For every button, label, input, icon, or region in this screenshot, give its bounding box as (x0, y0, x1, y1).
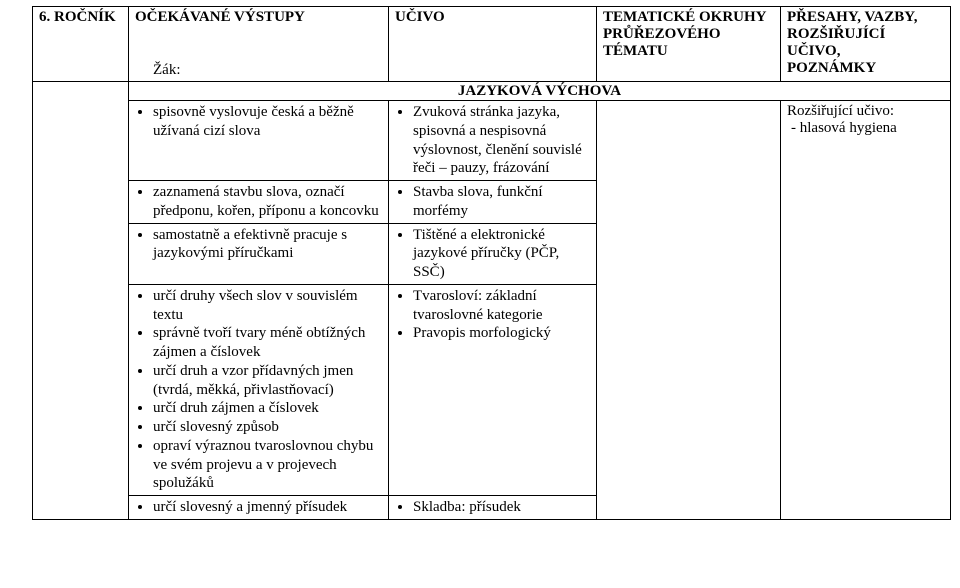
list-item: Zvuková stránka jazyka, spisovná a nespi… (413, 103, 590, 178)
subject-list: Zvuková stránka jazyka, spisovná a nespi… (413, 103, 590, 178)
list-item-text: Stavba slova, funkční morfémy (413, 184, 543, 219)
subject-list: Stavba slova, funkční morfémy (413, 183, 590, 221)
section-title-cell: JAZYKOVÁ VÝCHOVA (129, 82, 951, 101)
table-header-row: 6. ROČNÍK OČEKÁVANÉ VÝSTUPY Žák: UČIVO T… (33, 7, 951, 82)
outcomes-list: samostatně a efektivně pracuje s jazykov… (153, 226, 382, 264)
header-subject-text: UČIVO (395, 9, 445, 25)
subject-list: Tištěné a elektronické jazykové příručky… (413, 226, 590, 282)
topics-cell (597, 101, 781, 520)
table-row: spisovně vyslovuje česká a běžně užívaná… (33, 101, 951, 181)
subject-cell: Stavba slova, funkční morfémy (389, 181, 597, 224)
outcomes-list: určí druhy všech slov v souvislém textu … (153, 287, 382, 493)
list-item-text: určí druh a vzor přídavných jmen (tvrdá,… (153, 363, 353, 398)
header-col-subject: UČIVO (389, 7, 597, 82)
header-links-line1: PŘESAHY, VAZBY, (787, 9, 917, 25)
header-topics-line1: TEMATICKÉ OKRUHY (603, 9, 766, 25)
outcomes-cell: samostatně a efektivně pracuje s jazykov… (129, 223, 389, 284)
list-item: Tvarosloví: základní tvaroslovné kategor… (413, 287, 590, 325)
section-title-row: JAZYKOVÁ VÝCHOVA (33, 82, 951, 101)
header-links-line3: UČIVO, (787, 43, 840, 59)
list-item: samostatně a efektivně pracuje s jazykov… (153, 226, 382, 264)
header-grade-text: 6. ROČNÍK (39, 9, 116, 25)
list-item-text: Skladba: přísudek (413, 499, 521, 515)
outcomes-cell: spisovně vyslovuje česká a běžně užívaná… (129, 101, 389, 181)
list-item: určí slovesný způsob (153, 418, 382, 437)
links-label: Rozšiřující učivo: (787, 103, 894, 119)
document-page: 6. ROČNÍK OČEKÁVANÉ VÝSTUPY Žák: UČIVO T… (0, 0, 960, 520)
list-item-text: Tvarosloví: základní tvaroslovné kategor… (413, 288, 543, 323)
list-item: Tištěné a elektronické jazykové příručky… (413, 226, 590, 282)
curriculum-table: 6. ROČNÍK OČEKÁVANÉ VÝSTUPY Žák: UČIVO T… (32, 6, 951, 520)
list-item: Stavba slova, funkční morfémy (413, 183, 590, 221)
list-item-text: určí druh zájmen a číslovek (153, 400, 319, 416)
list-item-text: opraví výraznou tvaroslovnou chybu ve sv… (153, 438, 373, 492)
outcomes-list: zaznamená stavbu slova, označí předponu,… (153, 183, 382, 221)
list-item: správně tvoří tvary méně obtížných zájme… (153, 324, 382, 362)
outcomes-list: určí slovesný a jmenný přísudek (153, 498, 382, 517)
list-item: hlasová hygiena (791, 120, 944, 137)
header-zak-text: Žák: (153, 62, 181, 79)
list-item: určí druh zájmen a číslovek (153, 399, 382, 418)
list-item-text: Zvuková stránka jazyka, spisovná a nespi… (413, 104, 582, 176)
section-title-text: JAZYKOVÁ VÝCHOVA (458, 83, 621, 99)
links-cell: Rozšiřující učivo: hlasová hygiena (781, 101, 951, 520)
subject-list: Skladba: přísudek (413, 498, 590, 517)
list-item-text: správně tvoří tvary méně obtížných zájme… (153, 325, 365, 360)
list-item: zaznamená stavbu slova, označí předponu,… (153, 183, 382, 221)
header-links-line2: ROZŠIŘUJÍCÍ (787, 26, 885, 42)
header-col-links: PŘESAHY, VAZBY, ROZŠIŘUJÍCÍ UČIVO, POZNÁ… (781, 7, 951, 82)
list-item-text: určí slovesný způsob (153, 419, 279, 435)
header-col-topics: TEMATICKÉ OKRUHY PRŮŘEZOVÉHO TÉMATU (597, 7, 781, 82)
list-item: určí druhy všech slov v souvislém textu (153, 287, 382, 325)
list-item-text: zaznamená stavbu slova, označí předponu,… (153, 184, 379, 219)
subject-cell: Tvarosloví: základní tvaroslovné kategor… (389, 284, 597, 495)
list-item: určí slovesný a jmenný přísudek (153, 498, 382, 517)
subject-cell: Skladba: přísudek (389, 496, 597, 520)
links-list: hlasová hygiena (791, 120, 944, 137)
list-item-text: hlasová hygiena (800, 120, 897, 136)
list-item-text: Tištěné a elektronické jazykové příručky… (413, 227, 559, 281)
list-item-text: Pravopis morfologický (413, 325, 551, 341)
subject-cell: Tištěné a elektronické jazykové příručky… (389, 223, 597, 284)
list-item-text: samostatně a efektivně pracuje s jazykov… (153, 227, 347, 262)
outcomes-cell: určí druhy všech slov v souvislém textu … (129, 284, 389, 495)
outcomes-cell: zaznamená stavbu slova, označí předponu,… (129, 181, 389, 224)
list-item-text: spisovně vyslovuje česká a běžně užívaná… (153, 104, 354, 139)
subject-list: Tvarosloví: základní tvaroslovné kategor… (413, 287, 590, 343)
header-topics-line2: PRŮŘEZOVÉHO TÉMATU (603, 26, 721, 59)
list-item-text: určí druhy všech slov v souvislém textu (153, 288, 358, 323)
list-item: Skladba: přísudek (413, 498, 590, 517)
grade-column-body (33, 82, 129, 520)
list-item: opraví výraznou tvaroslovnou chybu ve sv… (153, 437, 382, 493)
list-item: spisovně vyslovuje česká a běžně užívaná… (153, 103, 382, 141)
outcomes-list: spisovně vyslovuje česká a běžně užívaná… (153, 103, 382, 141)
header-col-grade: 6. ROČNÍK (33, 7, 129, 82)
list-item: určí druh a vzor přídavných jmen (tvrdá,… (153, 362, 382, 400)
header-links-line4: POZNÁMKY (787, 60, 876, 76)
header-outcomes-text: OČEKÁVANÉ VÝSTUPY (135, 9, 305, 26)
subject-cell: Zvuková stránka jazyka, spisovná a nespi… (389, 101, 597, 181)
outcomes-cell: určí slovesný a jmenný přísudek (129, 496, 389, 520)
header-col-outcomes: OČEKÁVANÉ VÝSTUPY Žák: (129, 7, 389, 82)
list-item: Pravopis morfologický (413, 324, 590, 343)
list-item-text: určí slovesný a jmenný přísudek (153, 499, 347, 515)
